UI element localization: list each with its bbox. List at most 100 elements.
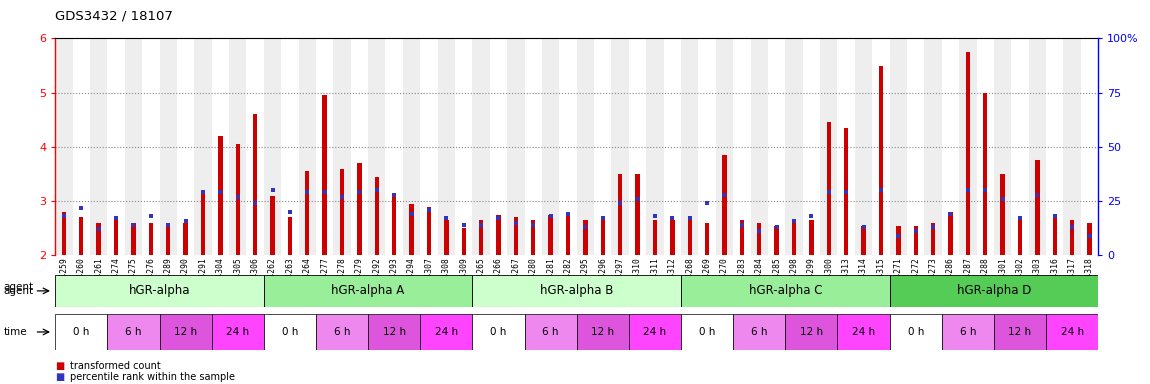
Text: ■: ■ [55,372,64,382]
Bar [907,38,925,255]
Bar [890,314,942,350]
Bar [618,174,622,255]
Bar [282,38,299,255]
Text: 12 h: 12 h [800,327,823,337]
Text: 12 h: 12 h [174,327,197,337]
Text: time: time [3,327,28,337]
Bar [890,38,907,255]
Bar [681,38,698,255]
Bar [148,223,153,255]
Bar [751,38,768,255]
Text: hGR-alpha D: hGR-alpha D [957,285,1032,297]
Text: 12 h: 12 h [1009,327,1032,337]
Bar [872,38,890,255]
Bar [1064,38,1081,255]
Bar [531,220,536,255]
Bar [420,38,438,255]
Bar [299,38,316,255]
Bar [524,314,577,350]
Bar [636,174,639,255]
Text: hGR-alpha B: hGR-alpha B [540,285,613,297]
Bar [583,220,588,255]
Bar [879,66,883,255]
Bar [820,38,837,255]
Bar [681,314,734,350]
Text: percentile rank within the sample: percentile rank within the sample [70,372,235,382]
Bar [757,223,761,255]
Bar [334,38,351,255]
Bar [194,38,212,255]
Text: 6 h: 6 h [125,327,141,337]
Bar [595,38,612,255]
Bar [896,225,900,255]
Bar [1046,314,1098,350]
Bar [340,169,344,255]
Text: 24 h: 24 h [852,327,875,337]
Bar [983,93,988,255]
Bar [959,38,976,255]
Bar [722,155,727,255]
Bar [664,38,681,255]
Bar [107,314,160,350]
Bar [263,275,473,307]
Bar [79,217,84,255]
Bar [375,177,380,255]
Text: 0 h: 0 h [699,327,715,337]
Bar [473,314,524,350]
Text: 12 h: 12 h [383,327,406,337]
Bar [612,38,629,255]
Bar [966,52,971,255]
Bar [473,275,681,307]
Bar [653,220,657,255]
Text: transformed count: transformed count [70,361,161,371]
Bar [351,38,368,255]
Bar [688,220,692,255]
Bar [497,215,500,255]
Bar [305,171,309,255]
Bar [768,38,785,255]
Bar [473,38,490,255]
Bar [792,220,796,255]
Bar [670,220,675,255]
Bar [549,215,553,255]
Bar [810,220,813,255]
Text: 6 h: 6 h [751,327,767,337]
Bar [160,38,177,255]
Bar [785,38,803,255]
Bar [837,38,854,255]
Bar [976,38,994,255]
Text: agent: agent [3,282,33,292]
Bar [201,190,205,255]
Bar [427,207,431,255]
Bar [942,314,994,350]
Bar [55,275,263,307]
Text: 24 h: 24 h [227,327,250,337]
Bar [827,122,831,255]
Bar [229,38,246,255]
Bar [212,314,263,350]
Bar [1052,217,1057,255]
Text: 0 h: 0 h [907,327,923,337]
Bar [949,212,952,255]
Bar [507,38,524,255]
Bar [263,38,282,255]
Bar [72,38,90,255]
Bar [385,38,402,255]
Bar [455,38,473,255]
Bar [438,38,455,255]
Bar [600,217,605,255]
Bar [803,38,820,255]
Bar [409,204,414,255]
Bar [316,38,333,255]
Text: 24 h: 24 h [435,327,458,337]
Text: hGR-alpha: hGR-alpha [129,285,190,297]
Text: 0 h: 0 h [74,327,90,337]
Bar [368,38,385,255]
Text: 6 h: 6 h [334,327,351,337]
Bar [559,38,577,255]
Bar [542,38,559,255]
Bar [1046,38,1064,255]
Text: agent: agent [3,286,33,296]
Bar [166,223,170,255]
Bar [253,114,258,255]
